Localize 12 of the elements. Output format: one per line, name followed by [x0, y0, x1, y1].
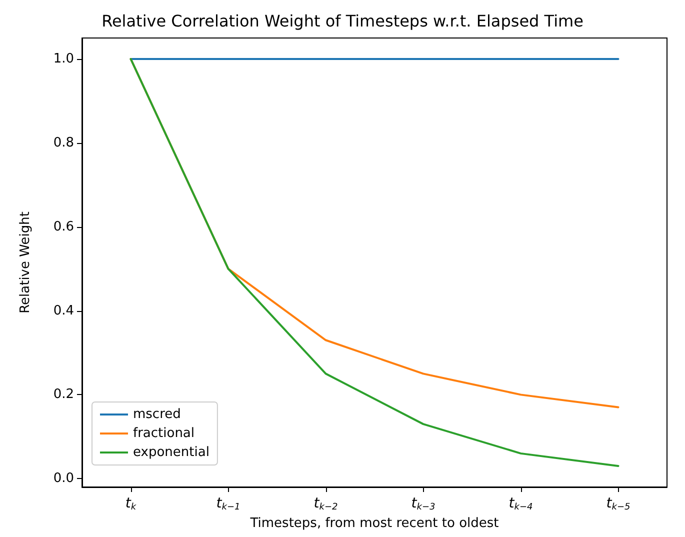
legend-label: fractional [133, 426, 195, 441]
x-axis-title: Timesteps, from most recent to oldest [249, 516, 499, 531]
y-tick-label: 0.2 [53, 387, 74, 402]
y-tick-label: 0.8 [53, 135, 74, 150]
y-tick-label: 0.0 [53, 471, 74, 486]
y-tick-label: 0.6 [53, 219, 74, 234]
y-axis-title: Relative Weight [18, 212, 33, 314]
chart-title: Relative Correlation Weight of Timesteps w.r.t. Elapsed Time [102, 12, 584, 30]
y-tick-label: 1.0 [53, 51, 74, 66]
legend-label: exponential [133, 445, 210, 460]
y-tick-label: 0.4 [53, 303, 74, 318]
legend-label: mscred [133, 407, 181, 422]
